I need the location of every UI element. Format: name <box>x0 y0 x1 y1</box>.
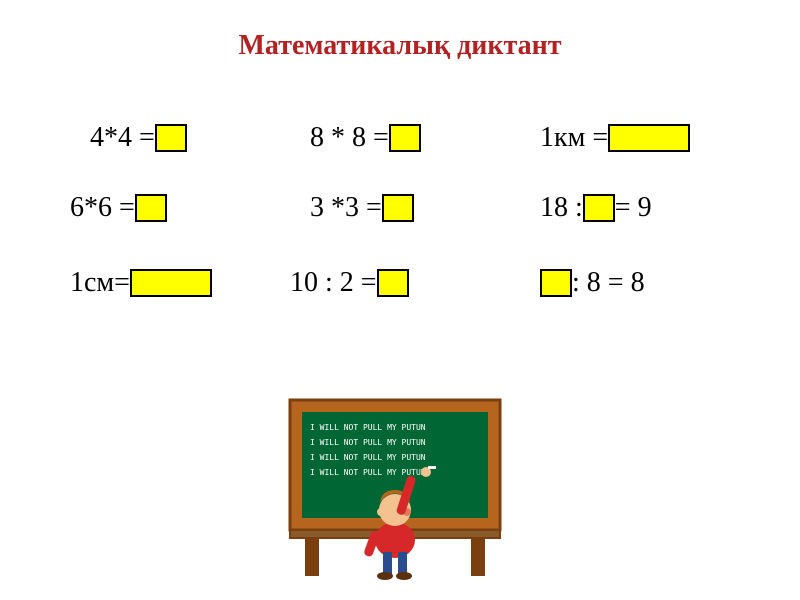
eq-r3c3: : 8 = 8 <box>540 267 645 299</box>
eq-text: 6*6 = <box>70 192 135 224</box>
eq-text: 8 * 8 = <box>310 122 389 154</box>
chalkboard-illustration: I WILL NOT PULL MY PUTUN I WILL NOT PULL… <box>280 390 510 580</box>
chalk-line: I WILL NOT PULL MY PUTUN <box>310 468 426 477</box>
eq-r2c3: 18 : = 9 <box>540 192 652 224</box>
eq-r3c2: 10 : 2 = <box>290 267 409 299</box>
answer-box <box>382 194 414 222</box>
page-title: Математикалық диктант <box>0 0 800 62</box>
answer-box <box>377 269 409 297</box>
eq-text: = 9 <box>615 192 652 224</box>
chalk-line: I WILL NOT PULL MY PUTUN <box>310 438 426 447</box>
title-text: Математикалық диктант <box>239 30 562 61</box>
eq-text: 4*4 = <box>90 122 155 154</box>
eq-text: 10 : 2 = <box>290 267 377 299</box>
eq-r1c1: 4*4 = <box>90 122 187 154</box>
eq-r2c1: 6*6 = <box>70 192 167 224</box>
eq-text: : 8 = 8 <box>572 267 645 299</box>
answer-box <box>389 124 421 152</box>
eq-r2c2: 3 *3 = <box>310 192 414 224</box>
answer-box <box>130 269 212 297</box>
eq-r3c1: 1см= <box>70 267 212 299</box>
equations-area: 4*4 = 8 * 8 = 1км = 6*6 = 3 *3 = 18 : = … <box>0 122 800 352</box>
answer-box <box>155 124 187 152</box>
eq-text: 18 : <box>540 192 583 224</box>
answer-box <box>540 269 572 297</box>
eq-text: 1км = <box>540 122 608 154</box>
answer-box <box>583 194 615 222</box>
chalk-line: I WILL NOT PULL MY PUTUN <box>310 423 426 432</box>
answer-box <box>608 124 690 152</box>
chalk-line: I WILL NOT PULL MY PUTUN <box>310 453 426 462</box>
eq-r1c2: 8 * 8 = <box>310 122 421 154</box>
eq-text: 1см= <box>70 267 130 299</box>
eq-r1c3: 1км = <box>540 122 690 154</box>
eq-text: 3 *3 = <box>310 192 382 224</box>
answer-box <box>135 194 167 222</box>
